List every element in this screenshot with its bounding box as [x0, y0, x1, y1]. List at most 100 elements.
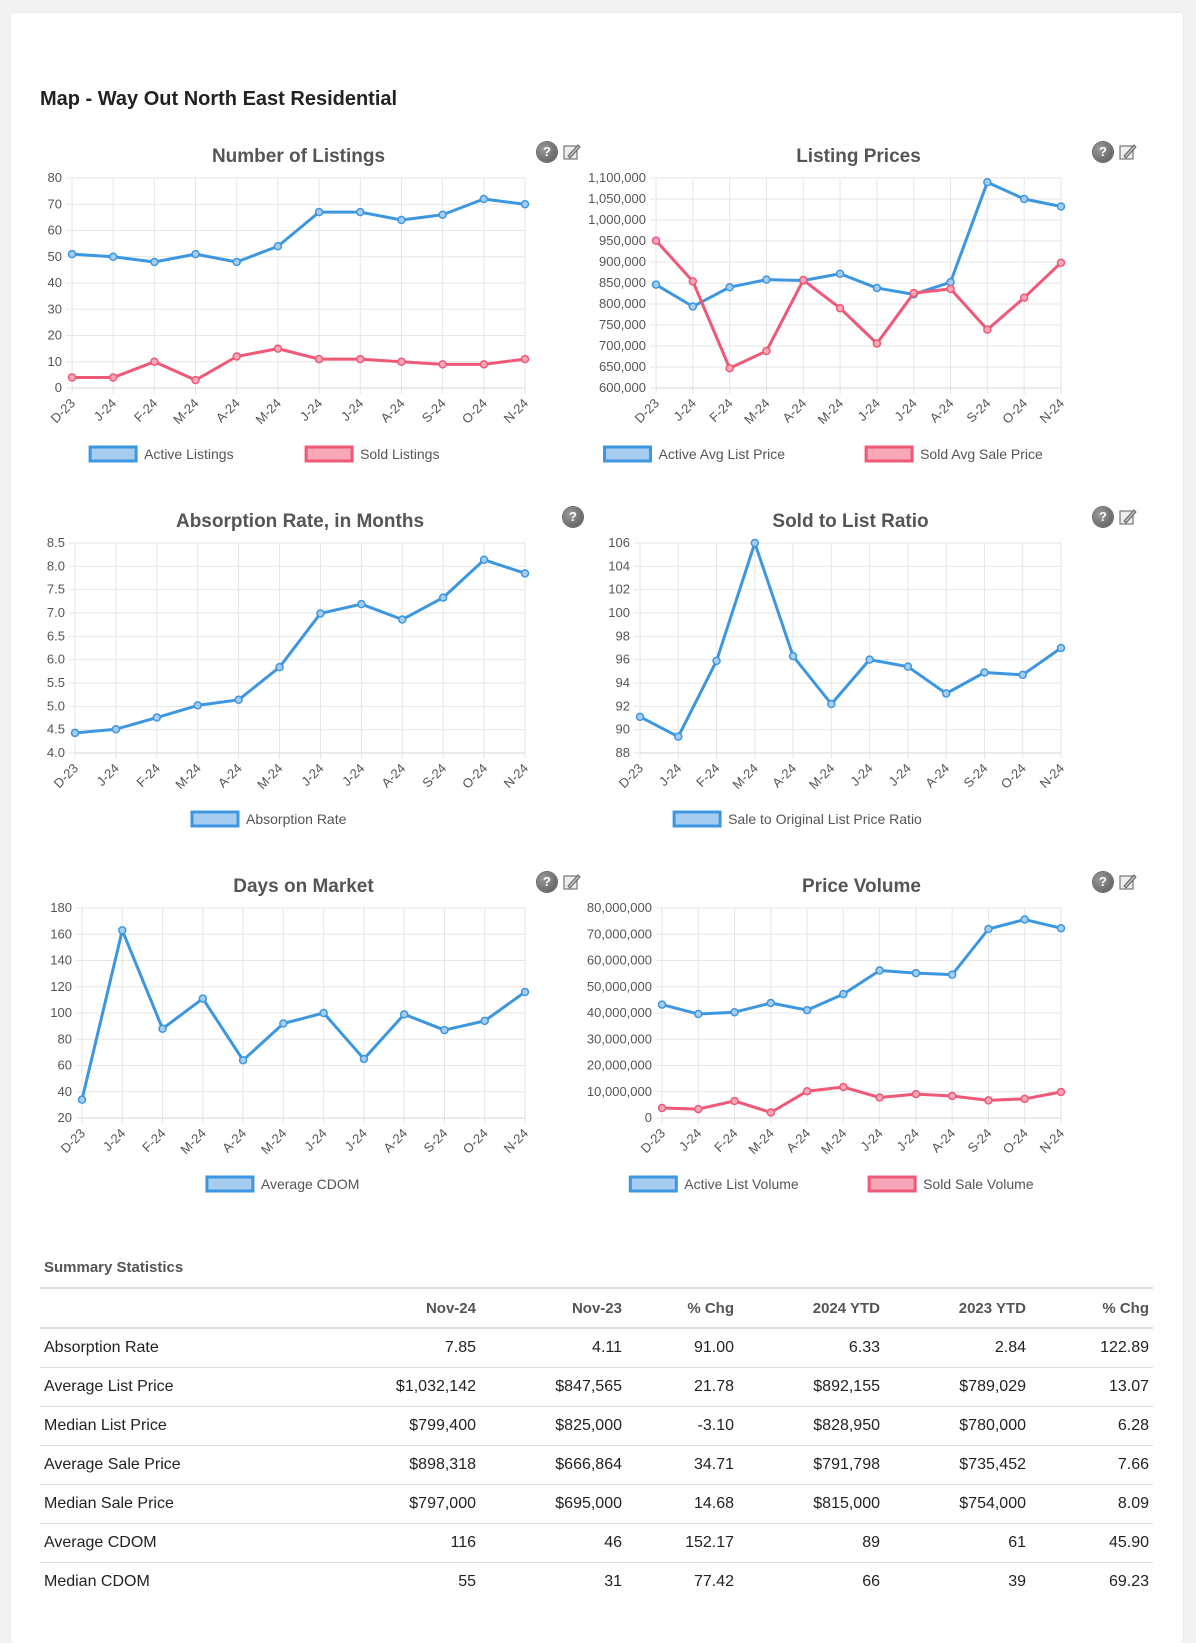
- x-tick-label: S-24: [965, 1126, 995, 1156]
- table-row: Absorption Rate 7.85 4.11 91.00 6.33 2.8…: [40, 1328, 1153, 1368]
- table-cell: $815,000: [738, 1484, 884, 1524]
- table-cell: 61: [884, 1523, 1030, 1563]
- table-row: Average List Price $1,032,142 $847,565 2…: [40, 1367, 1153, 1407]
- data-point: [730, 1096, 739, 1106]
- x-tick-label: J-24: [297, 396, 325, 424]
- y-tick-label: 70,000,000: [587, 926, 652, 941]
- page-title: Map - Way Out North East Residential: [40, 88, 398, 110]
- table-cell: 39: [1008, 1573, 1026, 1590]
- y-tick-label: 106: [608, 535, 630, 550]
- data-point: [946, 284, 955, 294]
- data-point: [688, 277, 698, 286]
- x-tick-label: A-24: [213, 396, 243, 426]
- data-point: [356, 354, 365, 364]
- series-line: [74, 558, 526, 735]
- edit-chart-icon[interactable]: [562, 142, 582, 162]
- legend-swatch: [304, 445, 354, 463]
- table-row: Average Sale Price $898,318 $666,864 34.…: [40, 1445, 1153, 1485]
- x-tick-label: F-24: [133, 761, 163, 791]
- data-point: [1019, 194, 1029, 204]
- data-point: [903, 662, 913, 671]
- edit-chart-icon[interactable]: [562, 872, 582, 892]
- series-line: [72, 347, 526, 382]
- help-icon[interactable]: ?: [537, 872, 557, 892]
- y-tick-label: 6.0: [47, 652, 65, 667]
- table-cell: 89: [738, 1523, 884, 1563]
- table-cell: 4.11: [480, 1328, 626, 1368]
- data-point: [946, 277, 955, 287]
- help-icon[interactable]: ?: [1093, 872, 1113, 892]
- data-point: [725, 282, 734, 292]
- y-tick-label: 10: [48, 354, 62, 369]
- data-point: [356, 207, 365, 217]
- edit-chart-icon[interactable]: [1118, 507, 1138, 527]
- help-icon[interactable]: ?: [563, 507, 583, 527]
- y-tick-label: 80: [58, 1031, 72, 1046]
- data-point: [766, 998, 776, 1008]
- legend-label: Sold Sale Volume: [923, 1176, 1034, 1192]
- x-tick-label: M-24: [252, 396, 284, 428]
- y-tick-label: 4.0: [47, 745, 65, 760]
- y-tick-label: 104: [608, 558, 630, 573]
- y-tick-label: 94: [616, 675, 630, 690]
- y-tick-label: 7.5: [47, 582, 65, 597]
- data-point: [657, 1000, 667, 1009]
- chart-svg-prices: Listing Prices 600,000 650,000 700,000 750,0…: [588, 146, 1067, 463]
- data-point: [520, 987, 530, 997]
- table-cell: 2.84: [884, 1328, 1030, 1368]
- y-tick-label: 20,000,000: [587, 1058, 652, 1073]
- x-tick-label: N-24: [501, 396, 532, 427]
- data-point: [911, 1089, 921, 1099]
- x-tick-label: M-24: [177, 1126, 209, 1158]
- data-point: [67, 249, 77, 259]
- y-tick-label: 700,000: [599, 338, 646, 353]
- data-point: [635, 712, 645, 722]
- data-point: [399, 1010, 409, 1019]
- table-cell: -3.10: [626, 1406, 738, 1446]
- x-tick-label: A-24: [215, 761, 245, 791]
- legend-label: Sale to Original List Price Ratio: [728, 811, 922, 827]
- table-cell: 69.23: [1108, 1573, 1149, 1590]
- x-tick-label: J-24: [894, 1126, 922, 1154]
- chart-title: Price Volume: [802, 876, 921, 897]
- x-tick-label: M-24: [806, 761, 838, 793]
- x-tick-label: J-24: [100, 1126, 128, 1154]
- table-row: Average CDOM 116 46 152.17 89 61 45.90: [40, 1523, 1153, 1563]
- data-point: [827, 699, 836, 709]
- x-tick-label: F-24: [711, 1126, 741, 1156]
- x-tick-label: J-24: [676, 1126, 704, 1154]
- y-tick-label: 0: [55, 380, 62, 395]
- data-point: [479, 360, 489, 369]
- y-tick-label: 950,000: [599, 233, 646, 248]
- data-point: [909, 288, 918, 298]
- chart-title: Sold to List Ratio: [772, 511, 928, 532]
- x-tick-label: D-23: [638, 1126, 669, 1157]
- data-point: [1056, 258, 1066, 267]
- data-point: [875, 1093, 884, 1102]
- data-point: [398, 615, 407, 624]
- chart-svg-absorption: Absorption Rate, in Months 4.0 4.5 5.0 5.5 6.…: [47, 511, 531, 828]
- y-tick-label: 50,000,000: [587, 979, 652, 994]
- help-icon[interactable]: ?: [1093, 507, 1113, 527]
- chart-number-of-listings: Number of Listings 0 10 20 30 40 50 60 70 80 D-23 J…: [20, 132, 590, 484]
- y-tick-label: 4.5: [47, 722, 65, 737]
- data-point: [1020, 1094, 1029, 1104]
- y-tick-label: 6.5: [47, 628, 65, 643]
- table-cell: Median List Price: [40, 1406, 330, 1446]
- legend-label: Absorption Rate: [246, 811, 347, 827]
- table-cell: 34.71: [626, 1445, 738, 1485]
- y-tick-label: 180: [50, 900, 72, 915]
- data-point: [108, 252, 118, 261]
- x-tick-label: A-24: [380, 1126, 410, 1156]
- data-point: [273, 344, 283, 353]
- help-icon[interactable]: ?: [537, 142, 557, 162]
- x-tick-label: F-24: [706, 396, 736, 426]
- edit-chart-icon[interactable]: [1118, 142, 1138, 162]
- summary-header: [40, 1288, 330, 1328]
- data-point: [273, 242, 283, 251]
- edit-chart-icon[interactable]: [1118, 872, 1138, 892]
- data-point: [762, 346, 771, 356]
- help-icon[interactable]: ?: [1093, 142, 1113, 162]
- data-point: [1056, 643, 1066, 653]
- data-point: [725, 364, 734, 373]
